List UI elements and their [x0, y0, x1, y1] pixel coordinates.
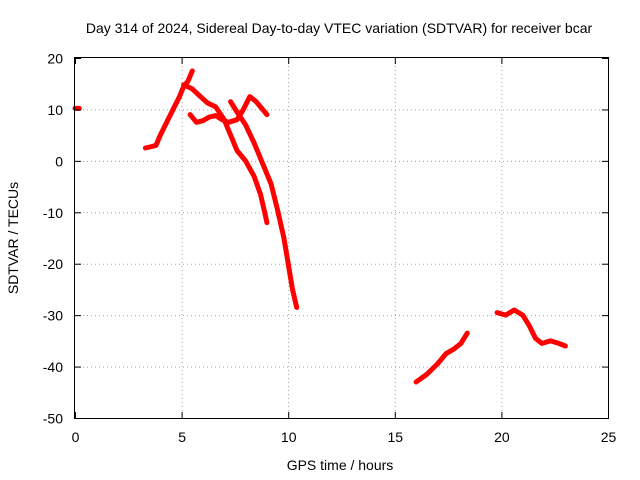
y-tick-label: -50 [43, 411, 63, 427]
grid-layer [75, 58, 608, 418]
plot-frame [74, 57, 609, 419]
series-arc-2 [142, 68, 195, 151]
series-layer [72, 68, 568, 385]
series-arc-3 [181, 82, 270, 226]
tick-label-layer: 0 5 10 15 20 25 -50 -40 -30 -20 -10 0 10 20 [43, 51, 617, 446]
series-arc-6 [413, 330, 470, 385]
y-tick-label: -40 [43, 359, 63, 375]
y-tick-label: 0 [55, 153, 63, 169]
x-tick-label: 5 [178, 429, 186, 445]
y-tick-label: 20 [47, 51, 63, 67]
series-arc-4 [187, 94, 270, 125]
tick-layer [75, 58, 609, 419]
y-tick-label: 10 [47, 102, 63, 118]
x-axis-label: GPS time / hours [287, 457, 394, 473]
y-tick-label: -20 [43, 256, 63, 272]
x-tick-label: 15 [388, 429, 404, 445]
y-tick-label: -10 [43, 205, 63, 221]
chart-title: Day 314 of 2024, Sidereal Day-to-day VTE… [86, 20, 593, 36]
x-tick-label: 20 [494, 429, 510, 445]
x-tick-label: 0 [72, 429, 80, 445]
y-tick-label: -30 [43, 308, 63, 324]
series-arc-7 [494, 307, 568, 349]
y-axis-label: SDTVAR / TECUs [5, 182, 21, 294]
x-tick-label: 25 [601, 429, 617, 445]
x-tick-label: 10 [281, 429, 297, 445]
series-arc-5 [228, 99, 300, 310]
